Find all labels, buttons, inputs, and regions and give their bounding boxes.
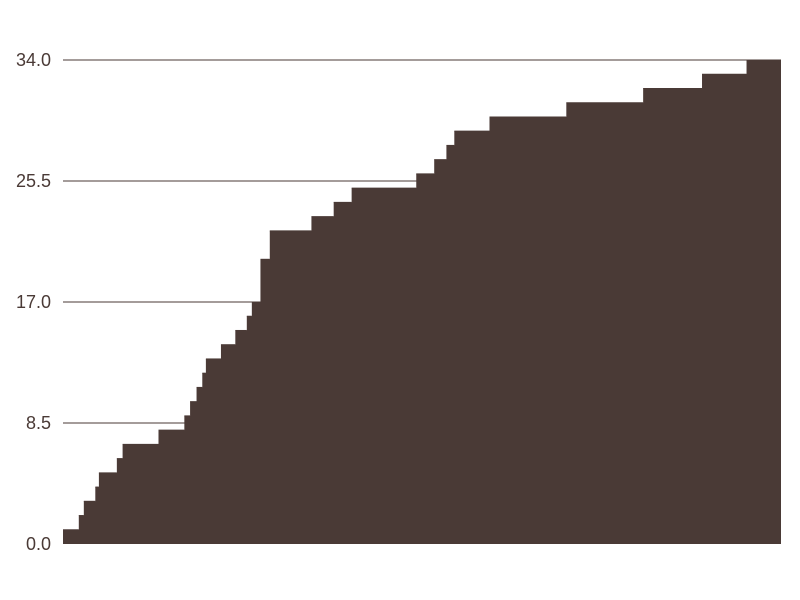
area-series — [63, 59, 781, 544]
y-tick-label: 17.0 — [16, 292, 51, 312]
y-tick-label: 34.0 — [16, 50, 51, 70]
y-tick-label: 8.5 — [26, 413, 51, 433]
series-area — [63, 60, 781, 544]
y-tick-label: 25.5 — [16, 171, 51, 191]
y-axis-ticks: 0.0 8.5 17.0 25.5 34.0 — [16, 50, 51, 554]
y-tick-label: 0.0 — [26, 534, 51, 554]
